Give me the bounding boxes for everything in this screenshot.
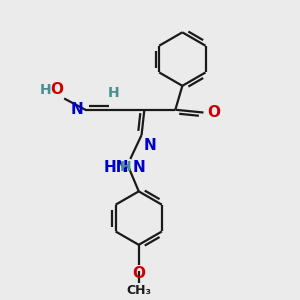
Text: HN: HN (103, 160, 129, 175)
Text: O: O (207, 105, 220, 120)
Text: H: H (120, 160, 132, 174)
Text: O: O (132, 266, 145, 281)
Text: O: O (50, 82, 63, 97)
Text: N: N (71, 102, 84, 117)
Text: N: N (143, 138, 156, 153)
Text: H: H (108, 86, 119, 100)
Text: N: N (133, 160, 145, 175)
Text: H: H (40, 83, 52, 97)
Text: CH₃: CH₃ (126, 284, 151, 297)
